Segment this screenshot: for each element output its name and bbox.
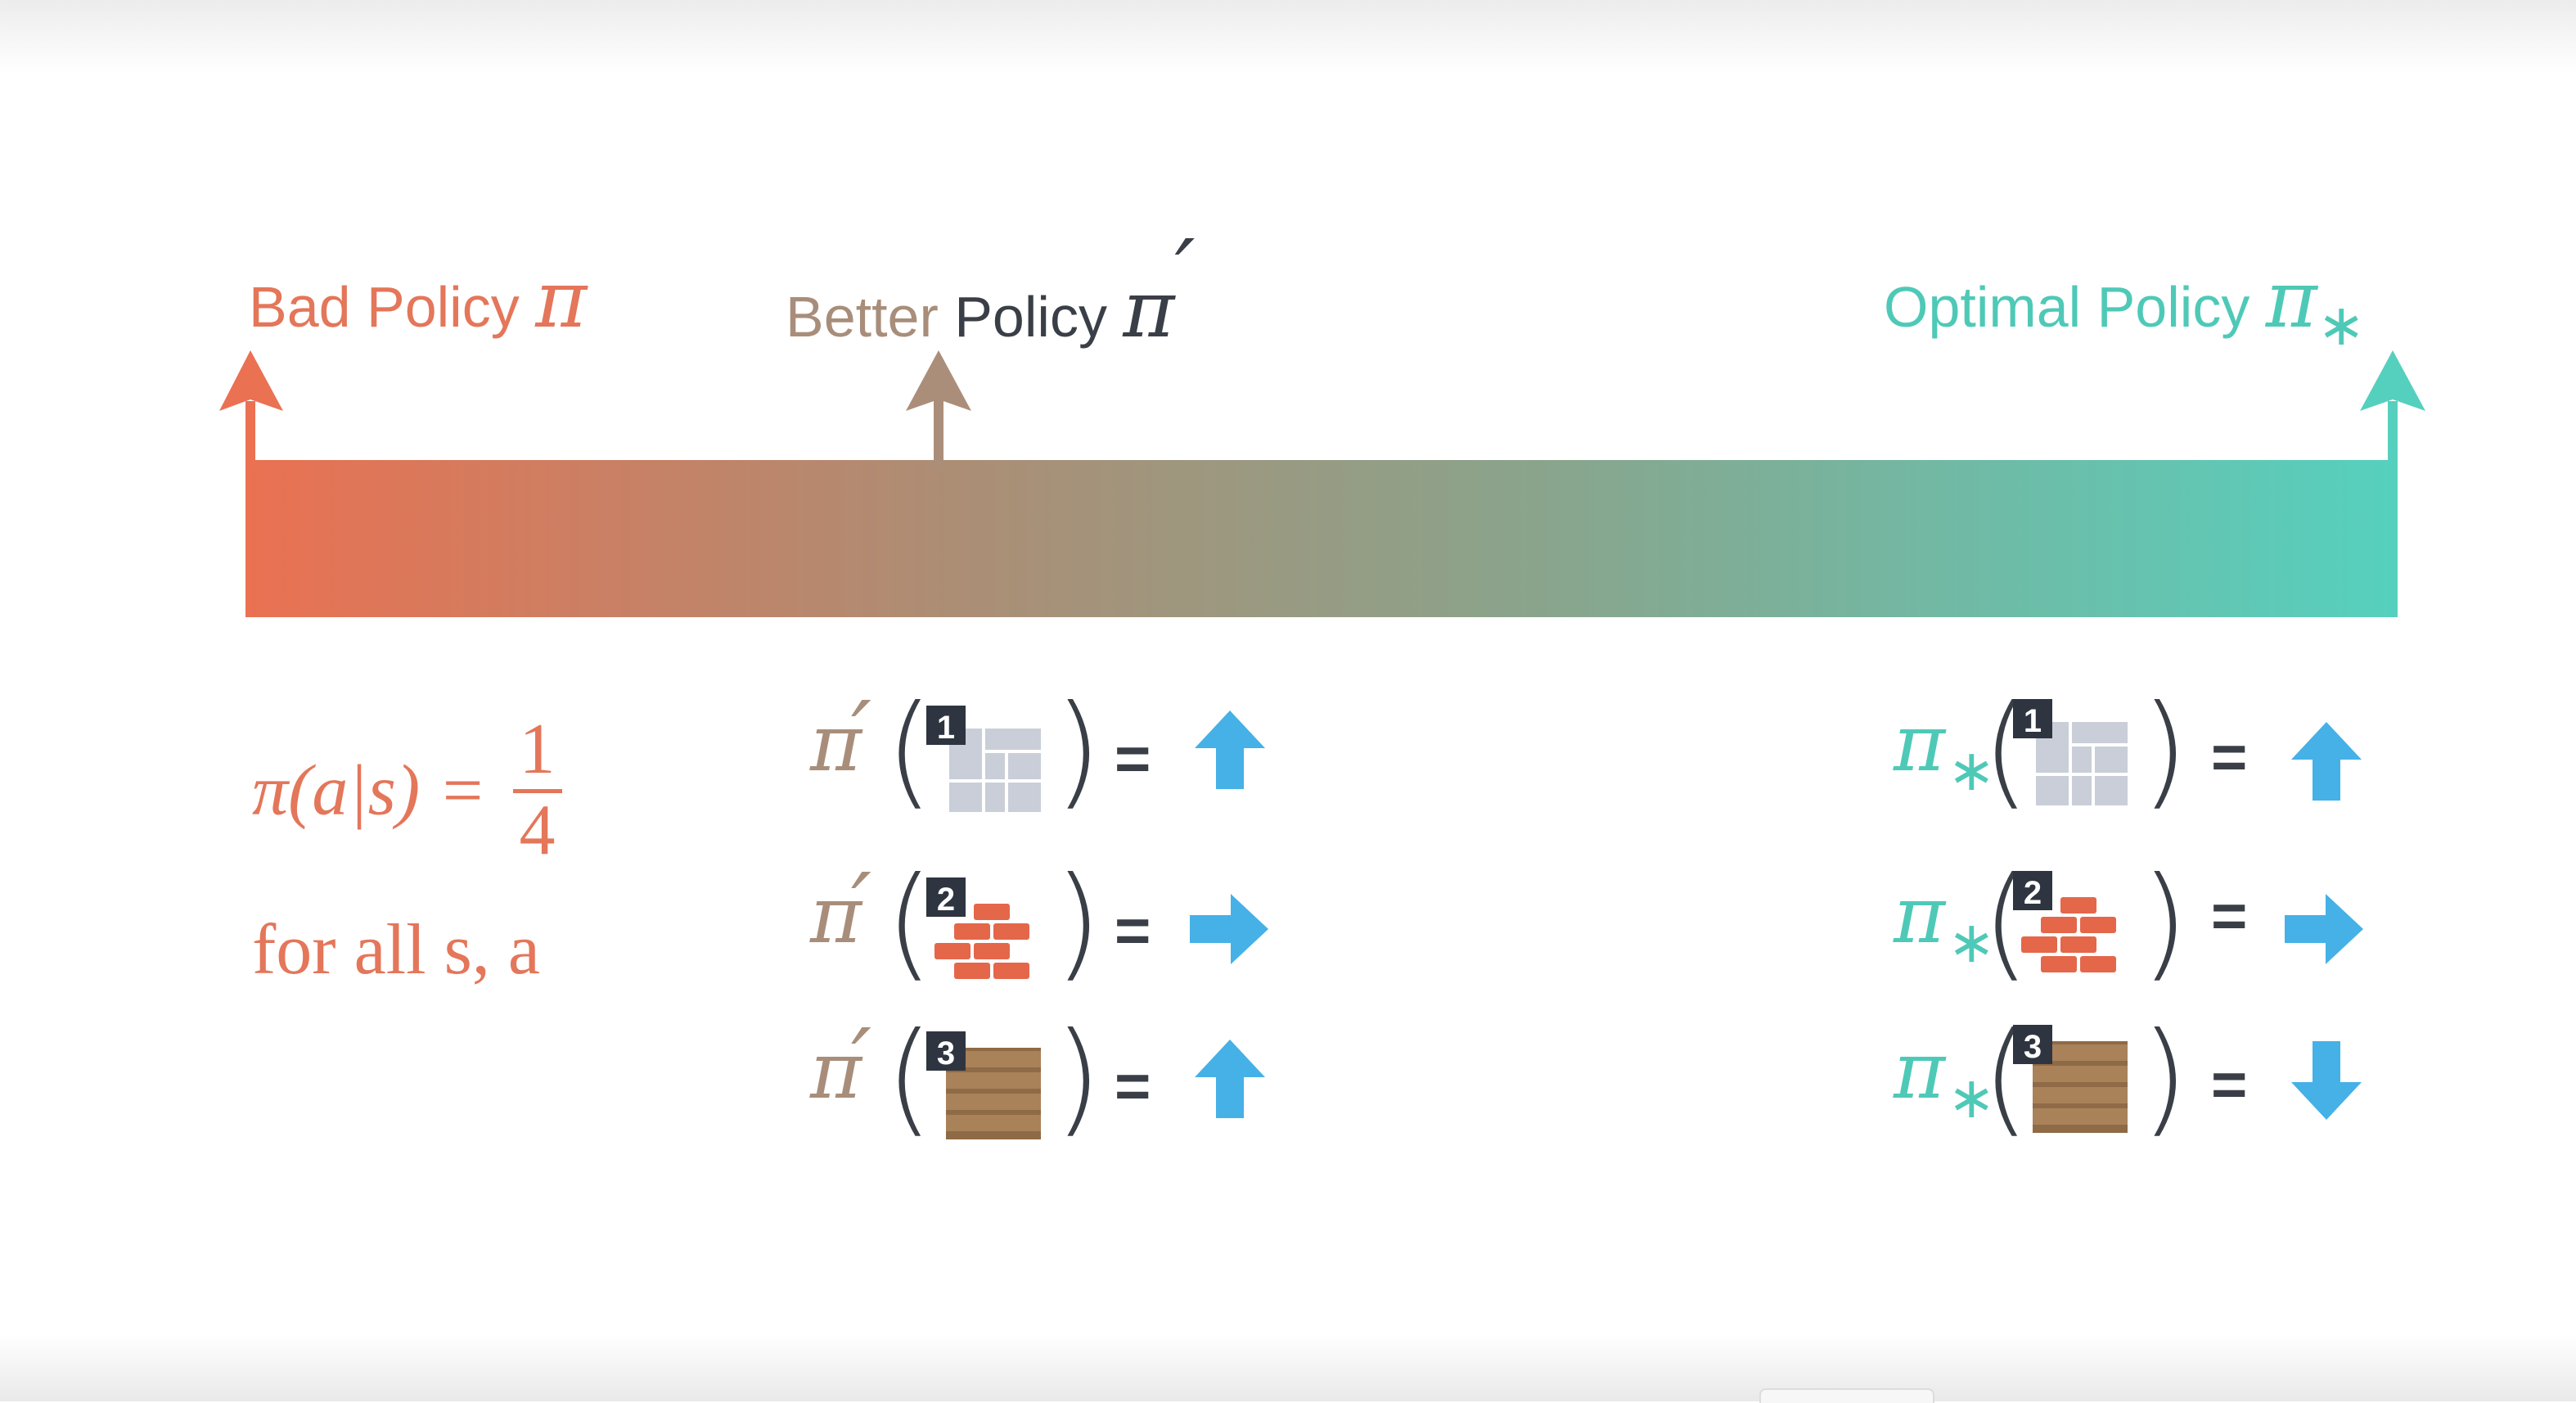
bottom-shade <box>0 1334 2576 1401</box>
close-paren: ) <box>1054 679 1102 822</box>
optimal-row-2: π ∗ ( 2 ) = <box>1890 861 2381 990</box>
better-policy-arrow <box>906 350 971 467</box>
policy-word: Policy <box>954 285 1107 349</box>
wood-icon: 3 <box>2013 1025 2128 1133</box>
open-paren: ( <box>885 679 934 822</box>
arrow-down-icon <box>2291 1041 2362 1120</box>
better-row-prime: ′ <box>851 682 871 787</box>
equals-sign: = <box>1115 896 1151 966</box>
optimal-row-3: π ∗ ( 3 ) = <box>1890 1017 2381 1146</box>
wood-icon: 3 <box>926 1031 1041 1139</box>
state-number: 3 <box>2024 1029 2042 1065</box>
bad-policy-text: Bad Policy <box>249 275 520 339</box>
better-policy-label: Better Policy π′ <box>786 228 1195 350</box>
top-shade <box>0 0 2576 74</box>
optimal-row-star: ∗ <box>1948 738 1996 802</box>
arrow-up-icon <box>1195 711 1265 789</box>
close-paren: ) <box>1054 851 1102 994</box>
fraction-denominator: 4 <box>519 791 556 871</box>
bad-policy-arrow <box>219 350 283 467</box>
arrow-up-icon <box>2291 722 2362 801</box>
better-row-prime: ′ <box>851 1009 871 1114</box>
better-row-pi: π <box>810 1025 862 1117</box>
fraction-numerator: 1 <box>512 711 562 794</box>
brick-icon: 2 <box>926 877 1029 979</box>
bottom-tab[interactable] <box>1759 1388 1934 1403</box>
optimal-policy-star: ∗ <box>2317 293 2366 357</box>
bad-policy-pi: π <box>535 254 588 345</box>
optimal-row-1: π ∗ ( 1 ) = <box>1890 689 2381 819</box>
open-paren: ( <box>885 1007 934 1149</box>
optimal-row-pi: π <box>1894 1025 1946 1117</box>
close-paren: ) <box>1054 1007 1102 1149</box>
equals-sign: = <box>2211 723 2248 792</box>
optimal-policy-label: Optimal Policy π∗ <box>1884 260 2366 354</box>
open-paren: ( <box>885 851 934 994</box>
state-number: 2 <box>2024 875 2042 911</box>
formula-lhs: π(a|s) = <box>252 751 487 831</box>
arrow-up-icon <box>1195 1040 1265 1118</box>
better-policy-pi: π <box>1123 264 1175 355</box>
optimal-policy-text: Optimal Policy <box>1884 275 2250 339</box>
optimal-row-star: ∗ <box>1948 910 1996 974</box>
arrow-right-icon <box>2285 894 2363 964</box>
state-number: 3 <box>937 1035 955 1071</box>
formula-fraction: 1 4 <box>512 711 562 871</box>
optimal-policy-pi: π <box>2265 254 2317 345</box>
gray-wall-icon: 1 <box>2013 699 2131 809</box>
policy-spectrum-bar <box>219 350 2425 617</box>
better-row-prime: ′ <box>851 854 871 959</box>
state-number: 2 <box>937 882 955 918</box>
uniform-policy-formula: π(a|s) = 1 4 <box>252 711 562 871</box>
better-row-3: π ′ ( 3 ) = <box>810 1017 1301 1146</box>
optimal-row-pi: π <box>1894 697 1946 789</box>
close-paren: ) <box>2141 1007 2189 1149</box>
arrow-right-icon <box>1190 894 1268 964</box>
better-policy-prime: ′ <box>1174 220 1196 325</box>
brick-icon: 2 <box>2013 871 2116 972</box>
better-row-2: π ′ ( 2 ) = <box>810 861 1301 990</box>
gradient-bar <box>245 460 2398 617</box>
optimal-row-pi: π <box>1894 869 1946 961</box>
equals-sign: = <box>1115 1052 1151 1121</box>
better-row-1: π ′ ( 1 ) = <box>810 689 1301 819</box>
optimal-row-star: ∗ <box>1948 1066 1996 1130</box>
better-row-pi: π <box>810 697 862 789</box>
equals-sign: = <box>1115 724 1151 794</box>
forall-text: for all s, a <box>252 910 540 990</box>
bad-policy-label: Bad Policy π <box>249 260 587 339</box>
equals-sign: = <box>2211 882 2248 951</box>
close-paren: ) <box>2141 851 2189 994</box>
better-row-pi: π <box>810 869 862 961</box>
optimal-policy-arrow <box>2360 350 2425 467</box>
close-paren: ) <box>2141 679 2189 822</box>
gray-wall-icon: 1 <box>926 706 1044 815</box>
equals-sign: = <box>2211 1050 2248 1120</box>
state-number: 1 <box>2024 703 2042 739</box>
state-number: 1 <box>937 710 955 746</box>
better-word: Better <box>786 285 939 349</box>
